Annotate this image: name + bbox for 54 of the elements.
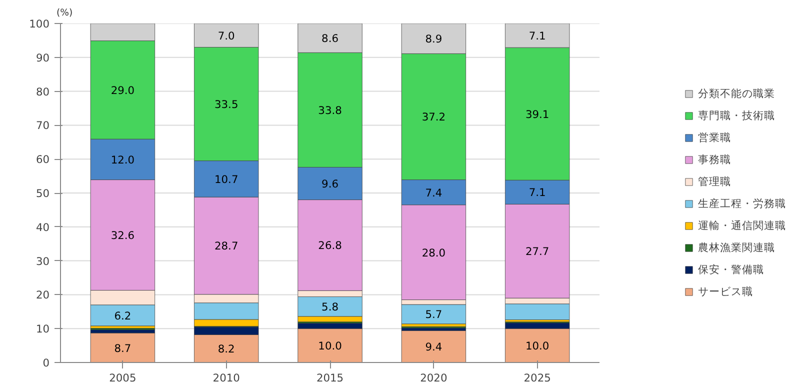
legend-label: 管理職 bbox=[698, 174, 731, 188]
data-label: 28.0 bbox=[422, 246, 446, 260]
data-label: 10.0 bbox=[318, 340, 342, 353]
legend-label: サービス職 bbox=[698, 284, 753, 298]
y-tick-label: 20 bbox=[36, 288, 50, 302]
legend-label: 事務職 bbox=[698, 152, 731, 166]
y-tick-label: 30 bbox=[36, 254, 50, 268]
data-label: 10.0 bbox=[525, 340, 550, 353]
y-tick-label: 40 bbox=[36, 220, 50, 234]
data-label: 8.6 bbox=[322, 32, 339, 46]
data-label: 39.1 bbox=[525, 108, 550, 121]
x-tick-label: 2025 bbox=[524, 372, 551, 384]
data-label: 26.8 bbox=[318, 239, 342, 252]
data-label: 6.2 bbox=[114, 309, 132, 322]
data-label: 8.7 bbox=[114, 342, 132, 355]
data-label: 9.4 bbox=[425, 340, 442, 354]
y-tick-label: 50 bbox=[36, 187, 50, 200]
legend-label: 分類不能の職業 bbox=[698, 86, 775, 100]
y-tick-label: 90 bbox=[36, 51, 50, 64]
data-label: 7.0 bbox=[218, 29, 236, 42]
x-tick-label: 2005 bbox=[109, 372, 136, 384]
data-label: 7.1 bbox=[528, 186, 546, 200]
data-label: 32.6 bbox=[110, 229, 135, 242]
y-axis-title: (%) bbox=[56, 8, 73, 18]
y-tick-label: 80 bbox=[36, 85, 50, 98]
data-label: 29.0 bbox=[110, 84, 135, 97]
y-tick-label: 70 bbox=[36, 119, 50, 132]
data-label: 8.2 bbox=[218, 342, 235, 356]
y-tick-label: 60 bbox=[36, 153, 50, 166]
data-label: 9.6 bbox=[322, 178, 339, 191]
data-label: 28.7 bbox=[214, 240, 238, 253]
legend-label: 農林漁業関連職 bbox=[698, 240, 775, 254]
data-label: 8.9 bbox=[425, 32, 442, 46]
y-tick-label: 0 bbox=[42, 356, 50, 370]
legend-label: 専門職・技術職 bbox=[698, 108, 775, 122]
data-label: 7.1 bbox=[528, 30, 546, 43]
data-label: 7.4 bbox=[425, 186, 442, 200]
data-label: 5.7 bbox=[425, 308, 442, 322]
x-tick-label: 2010 bbox=[212, 372, 240, 384]
data-label: 33.8 bbox=[318, 104, 342, 117]
data-label: 10.7 bbox=[214, 172, 238, 186]
legend-label: 生産工程・労務職 bbox=[698, 196, 786, 210]
data-label: 5.8 bbox=[322, 300, 339, 314]
y-tick-label: 100 bbox=[29, 18, 50, 30]
data-label: 37.2 bbox=[422, 110, 446, 124]
legend-label: 保安・警備職 bbox=[698, 262, 764, 276]
x-tick-label: 2015 bbox=[316, 372, 344, 384]
x-tick-label: 2020 bbox=[420, 372, 448, 384]
legend-label: 運輸・通信関連職 bbox=[698, 218, 786, 232]
legend-label: 営業職 bbox=[698, 130, 731, 144]
data-label: 27.7 bbox=[525, 245, 550, 258]
data-label: 33.5 bbox=[214, 98, 238, 112]
data-label: 12.0 bbox=[110, 153, 135, 166]
y-tick-label: 10 bbox=[36, 322, 50, 336]
